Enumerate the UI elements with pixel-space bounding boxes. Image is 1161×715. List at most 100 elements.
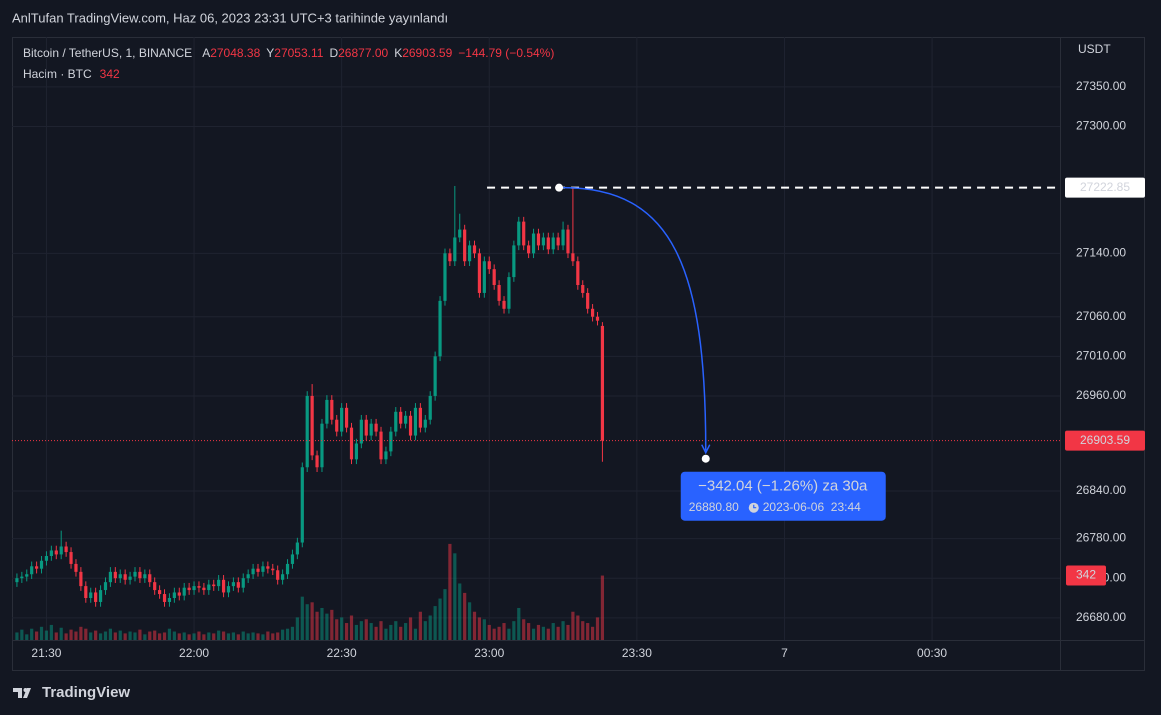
volume-bar — [517, 607, 521, 640]
candle-body — [305, 395, 309, 468]
volume-bar — [172, 631, 176, 640]
candle-body — [69, 552, 73, 564]
volume-bar — [217, 630, 221, 640]
x-tick-label: 23:30 — [622, 646, 652, 660]
volume-bar — [276, 632, 280, 640]
candle-body — [359, 419, 363, 444]
brand-dot — [23, 688, 28, 692]
volume-bar — [158, 633, 162, 640]
volume-bar — [438, 598, 442, 640]
candle-body — [438, 300, 442, 357]
candle-body — [25, 574, 29, 577]
candle-body — [108, 571, 113, 583]
y-tick-label: 27140.00 — [1076, 245, 1126, 259]
volume-bar — [39, 626, 44, 640]
volume-bar — [15, 632, 19, 640]
y-tick-label: 27060.00 — [1076, 309, 1126, 323]
volume-bar — [153, 630, 157, 640]
volume-bar — [359, 621, 363, 640]
volume-bar — [148, 631, 152, 640]
annotation-start-point — [555, 183, 564, 192]
volume-bar — [84, 628, 88, 640]
volume-bar — [541, 626, 545, 640]
candle-body — [379, 431, 383, 460]
volume-bar — [595, 617, 600, 640]
volume-bar — [364, 619, 368, 640]
volume-bar — [379, 621, 383, 640]
volume-bar — [167, 628, 172, 640]
volume-bar — [443, 589, 447, 640]
candle-body — [320, 423, 324, 468]
volume-bar — [207, 632, 211, 640]
candle-body — [561, 229, 565, 246]
x-tick-label: 22:30 — [327, 646, 357, 660]
candle-body — [458, 229, 462, 238]
candle-body — [236, 582, 240, 588]
candle-body — [192, 586, 196, 591]
volume-bar — [423, 621, 427, 640]
candle-body — [531, 233, 536, 254]
volume-bar — [463, 592, 467, 640]
legend-key: K — [394, 46, 402, 60]
volume-bar — [246, 633, 250, 640]
x-tick-label: 23:00 — [474, 646, 504, 660]
volume-bar — [202, 634, 206, 640]
candle-body — [443, 253, 447, 301]
candle-body — [448, 253, 452, 262]
legend-value: 26877.00 — [338, 46, 388, 60]
volume-bar — [162, 632, 167, 640]
candle-body — [600, 325, 605, 441]
volume-bar — [477, 617, 482, 640]
volume-bar — [226, 633, 231, 640]
volume-bar — [512, 621, 516, 640]
volume-bar — [453, 553, 457, 640]
volume-legend: Hacim · BTC 342 — [23, 67, 120, 81]
volume-bar — [281, 629, 285, 640]
annotation-callout — [680, 471, 886, 521]
volume-bar — [482, 619, 486, 640]
clock-hands — [753, 504, 757, 509]
candle-body — [433, 356, 437, 396]
candle-body — [394, 411, 398, 432]
candle-body — [54, 550, 58, 555]
candle-body — [566, 229, 570, 254]
candle-body — [487, 261, 491, 270]
candle-body — [576, 261, 580, 286]
candle-body — [340, 407, 344, 432]
volume-bar — [266, 631, 270, 640]
volume-name: Hacim · BTC — [23, 67, 92, 81]
volume-bar — [64, 633, 68, 640]
candle-body — [502, 300, 506, 309]
candle-body — [477, 253, 482, 293]
volume-bar — [138, 629, 142, 640]
volume-bar — [487, 624, 491, 640]
chart-title: AnlTufan TradingView.com, Haz 06, 2023 2… — [12, 10, 448, 25]
candle-body — [158, 590, 162, 595]
volume-bar — [502, 623, 506, 640]
volume-bar — [527, 623, 531, 640]
candle-body — [335, 419, 339, 432]
volume-bar — [231, 632, 236, 640]
volume-bar — [546, 628, 550, 640]
candle-body — [39, 560, 44, 569]
candle-body — [551, 237, 555, 250]
candle-body — [59, 546, 63, 555]
volume-bar — [551, 623, 555, 640]
candle-body — [84, 586, 88, 599]
volume-bar — [330, 609, 334, 640]
candle-body — [310, 395, 314, 456]
candle-body — [212, 584, 216, 587]
candle-body — [285, 563, 290, 575]
candle-body — [404, 415, 408, 424]
candle-body — [261, 566, 265, 572]
candle-body — [153, 582, 157, 591]
volume-bar — [344, 623, 349, 640]
volume-bar — [103, 631, 108, 640]
legend-key: Y — [266, 46, 274, 60]
candle-body — [98, 590, 103, 602]
chart-panel — [12, 37, 1145, 671]
candle-body — [30, 566, 34, 575]
volume-bar — [261, 634, 265, 640]
candle-body — [330, 399, 334, 420]
candle-body — [271, 568, 275, 571]
